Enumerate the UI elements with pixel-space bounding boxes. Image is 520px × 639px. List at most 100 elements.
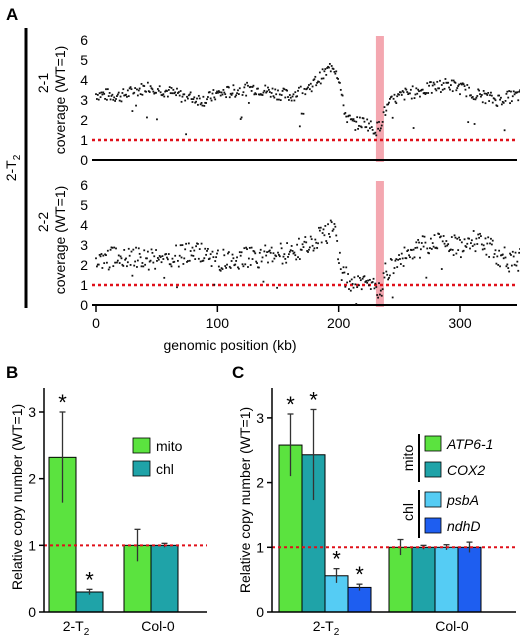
subplot-2-1-point [250, 90, 253, 92]
subplot-2-1-point [462, 83, 465, 86]
subplot-2-1-point [435, 89, 438, 92]
subplot-2-1-point [514, 91, 517, 94]
subplot-2-2-point [269, 251, 272, 254]
subplot-2-2-point [194, 258, 197, 260]
subplot-2-1-point [248, 86, 251, 89]
subplot-2-1-point [487, 91, 490, 94]
subplot-2-2-point [451, 248, 454, 251]
subplot-2-1-point [479, 93, 481, 96]
legend-swatch-psba [424, 491, 442, 508]
subplot-2-1-point [329, 70, 332, 73]
subplot-2-1-point [158, 85, 161, 88]
subplot-2-2-point [244, 263, 247, 266]
subplot-2-2-point [124, 258, 127, 261]
panel-c-bar-ndhD-1 [457, 546, 482, 613]
subplot-2-1-point [175, 94, 177, 97]
subplot-2-2-point [378, 282, 380, 285]
subplot-2-2-point [377, 296, 379, 299]
subplot-2-2-point [389, 258, 392, 260]
subplot-2-2-point [419, 248, 422, 251]
subplot-2-1-point [296, 95, 299, 98]
subplot-2-2-point [213, 283, 216, 286]
panel-b-y-tick-1: 1 [28, 537, 36, 553]
subplot-2-2-point [265, 254, 268, 257]
subplot-2-2-point [104, 253, 106, 256]
subplot-2-1-point [237, 93, 240, 95]
subplot-2-1-point [358, 124, 360, 127]
subplot-2-1-point [338, 81, 341, 84]
subplot-2-2-point [206, 250, 208, 252]
subplot-2-2-point [459, 239, 461, 241]
subplot-2-2-point [504, 256, 507, 259]
subplot-2-1-point [328, 63, 331, 65]
subplot-2-2-point [410, 249, 413, 251]
subplot-2-1-point [424, 93, 427, 96]
subplot-2-2-point [190, 254, 193, 257]
panel-a-x-tick-0: 0 [92, 315, 100, 331]
subplot-2-1-y-ticks: 0 1 2 3 4 5 6 [80, 32, 88, 168]
subplot-2-2-point [414, 247, 417, 249]
subplot-2-2-point [431, 242, 434, 244]
subplot-2-2-point [107, 268, 110, 271]
subplot-2-2-point [257, 266, 259, 269]
subplot-2-1-point [515, 91, 518, 94]
subplot-2-1-point [498, 94, 501, 97]
subplot-2-1-point [496, 105, 499, 107]
subplot-2-2-point [278, 253, 280, 256]
subplot-2-2-point [175, 244, 177, 247]
subplot-2-1-point [483, 92, 486, 95]
subplot-2-1-point [252, 84, 255, 87]
subplot-2-2-point [487, 236, 490, 239]
subplot-2-2-point [420, 242, 423, 244]
subplot-2-1-point [369, 127, 371, 130]
subplot-2-1-point [291, 95, 294, 98]
subplot-2-2-point [275, 255, 278, 258]
subplot-2-2-point [205, 253, 208, 256]
subplot-2-2-point [227, 252, 229, 255]
subplot-2-1-point [500, 96, 502, 99]
subplot-2-1-point [220, 91, 223, 94]
subplot-2-2-point [348, 288, 350, 290]
subplot-2-1-point [320, 77, 323, 80]
legend-swatch-chl [132, 460, 151, 477]
subplot-2-1-point [422, 92, 425, 95]
subplot-2-2-point [358, 284, 360, 287]
subplot-2-1-point [365, 126, 368, 128]
subplot-2-1-point [389, 97, 391, 100]
subplot-2-1-point [193, 96, 196, 99]
subplot-2-1-point [403, 98, 406, 101]
subplot-2-1-point [95, 93, 97, 96]
subplot-2-1-point [438, 87, 440, 90]
subplot-2-2-point [427, 251, 430, 254]
subplot-2-1-points [95, 63, 520, 137]
subplot-2-1-point [230, 94, 233, 96]
subplot-2-1-point [449, 88, 451, 91]
subplot-2-1-point [257, 93, 260, 96]
subplot-2-2-point [407, 249, 410, 252]
subplot-2-2-point [349, 289, 352, 292]
subplot-2-1-point [96, 93, 99, 96]
subplot-2-2-point [327, 223, 329, 226]
subplot-2-1-point [223, 91, 226, 94]
subplot-2-1-point [354, 129, 357, 131]
subplot-2-1-point [127, 95, 130, 98]
subplot-2-2-point [249, 264, 252, 266]
subplot-2-1-point [506, 90, 509, 93]
subplot-2-1-point [437, 87, 440, 90]
subplot-2-2-point [386, 273, 389, 276]
subplot-2-1-point [232, 84, 235, 87]
subplot-2-1-y-tick-1: 1 [80, 132, 88, 148]
subplot-2-2-point [488, 256, 491, 258]
subplot-2-2-point [261, 256, 264, 259]
subplot-2-1-point [336, 77, 339, 79]
subplot-2-2-ylabel: coverage (WT=1) [52, 186, 68, 295]
subplot-2-1-point [353, 120, 356, 123]
subplot-2-2-point [193, 249, 196, 252]
subplot-2-1-point [473, 123, 476, 125]
subplot-2-2-point [367, 279, 369, 282]
subplot-2-2-point [499, 265, 501, 268]
subplot-2-1-point [423, 91, 426, 94]
subplot-2-2-point [406, 250, 409, 252]
subplot-2-2-point [418, 241, 420, 244]
subplot-2-1-ylabel: coverage (WT=1) [52, 46, 68, 155]
